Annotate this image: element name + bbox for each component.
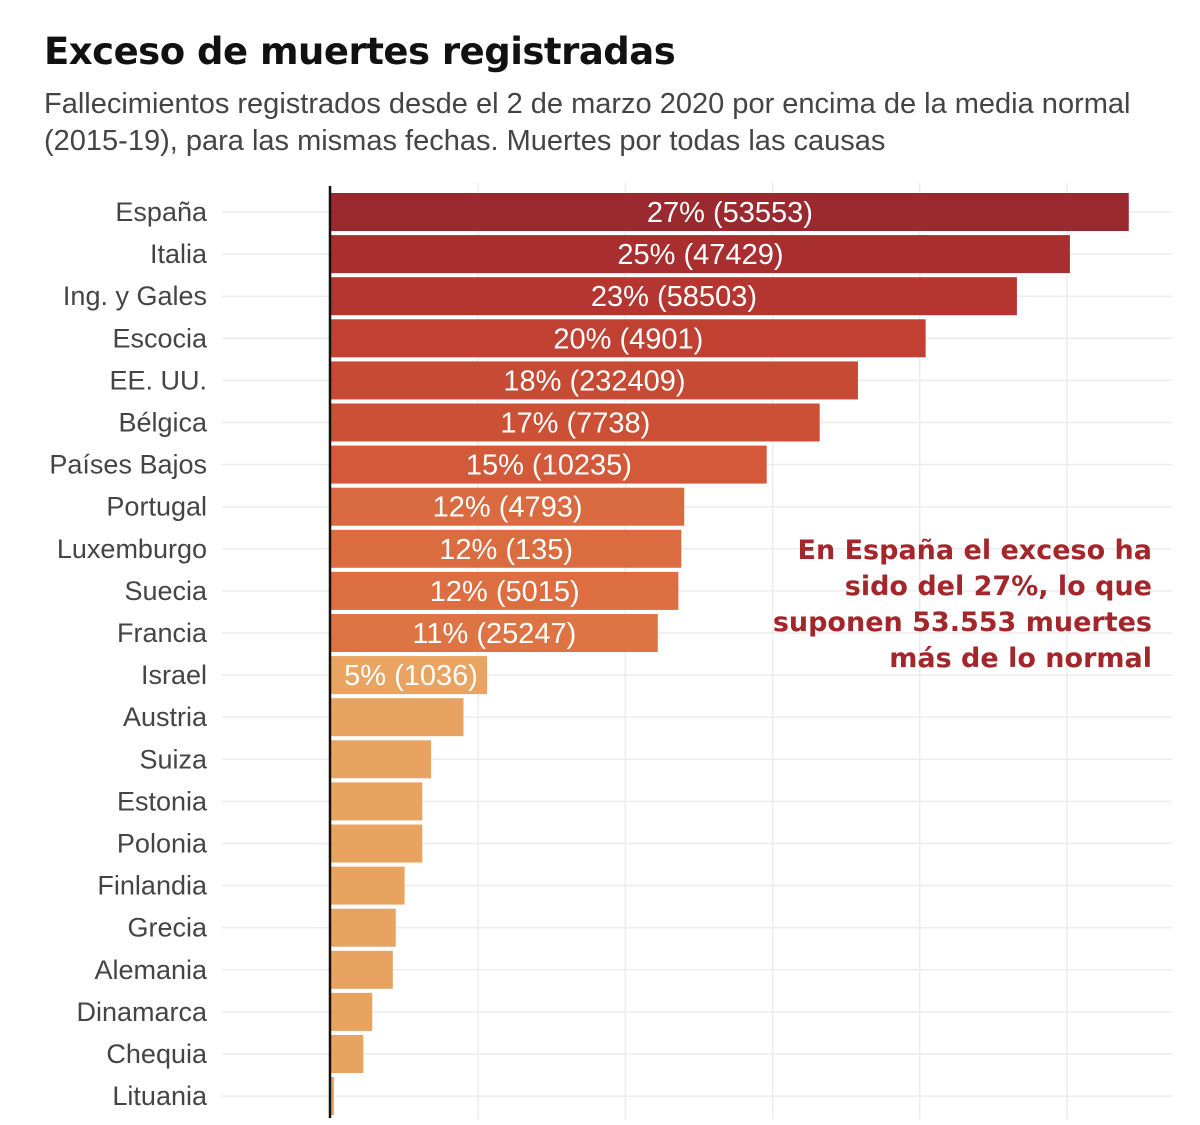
- category-label: Ing. y Gales: [63, 281, 207, 311]
- category-label: Dinamarca: [76, 997, 208, 1027]
- category-label: Estonia: [117, 786, 208, 816]
- category-label: España: [115, 197, 208, 227]
- category-label: Chequia: [106, 1039, 208, 1069]
- category-label: Bélgica: [118, 408, 208, 438]
- bar: [331, 235, 1070, 274]
- category-label: Polonia: [117, 829, 208, 859]
- bar: [331, 740, 432, 779]
- bar: [331, 614, 658, 652]
- bar-value-label: 23% (58503): [591, 281, 757, 313]
- bar: [331, 824, 423, 863]
- bar: [331, 1077, 334, 1116]
- bar: [331, 319, 926, 358]
- bar-value-label: 12% (5015): [430, 576, 580, 608]
- chart-subtitle: Fallecimientos registrados desde el 2 de…: [44, 88, 1131, 157]
- bar-value-label: 17% (7738): [500, 408, 650, 440]
- bar: [331, 992, 373, 1031]
- bar: [331, 403, 820, 442]
- bar: [331, 782, 423, 821]
- category-label: EE. UU.: [109, 365, 207, 395]
- category-label: Francia: [117, 618, 208, 648]
- category-label: Países Bajos: [49, 450, 207, 480]
- bar-value-label: 20% (4901): [553, 323, 703, 355]
- category-label: Portugal: [106, 492, 207, 522]
- category-label: Suecia: [124, 576, 208, 606]
- bar: [331, 950, 393, 989]
- bar-value-label: 12% (4793): [433, 492, 583, 524]
- bar-value-label: 15% (10235): [466, 450, 632, 482]
- category-label: Escocia: [112, 323, 208, 353]
- bar: [331, 908, 396, 947]
- bar: [331, 277, 1017, 316]
- annotation-text: En España el exceso ha sido del 27%, lo …: [772, 535, 1152, 674]
- bar: [331, 656, 488, 695]
- category-label: Luxemburgo: [57, 534, 207, 564]
- category-label: Suiza: [139, 744, 208, 774]
- category-label: Israel: [141, 660, 207, 690]
- bar-value-labels: 27% (53553) 25% (47429) 23% (58503) 20% (49…: [344, 197, 813, 692]
- bar: [331, 698, 464, 737]
- bar-value-label: 18% (232409): [503, 365, 685, 397]
- bar: [331, 445, 767, 484]
- category-labels: España Italia Ing. y Gales Escocia EE. UU. Bé…: [49, 197, 208, 1111]
- bar: [331, 866, 405, 905]
- category-label: Lituania: [112, 1081, 208, 1111]
- bar: [331, 571, 679, 610]
- bar-value-label: 12% (135): [439, 534, 573, 566]
- bar-value-label: 27% (53553): [647, 197, 813, 229]
- bar: [331, 529, 682, 568]
- chart-title: Exceso de muertes registradas: [44, 30, 676, 73]
- bar: [331, 361, 858, 400]
- bar: [331, 487, 685, 526]
- category-label: Finlandia: [97, 871, 208, 901]
- bars: [331, 193, 1129, 1116]
- category-label: Grecia: [127, 913, 208, 943]
- bar: [331, 193, 1129, 231]
- bar-value-label: 11% (25247): [412, 618, 576, 650]
- bar-value-label: 5% (1036): [344, 660, 478, 692]
- category-label: Italia: [150, 239, 208, 269]
- category-label: Alemania: [94, 955, 208, 985]
- bar: [331, 1035, 364, 1073]
- category-label: Austria: [123, 702, 208, 732]
- bar-value-label: 25% (47429): [617, 239, 783, 271]
